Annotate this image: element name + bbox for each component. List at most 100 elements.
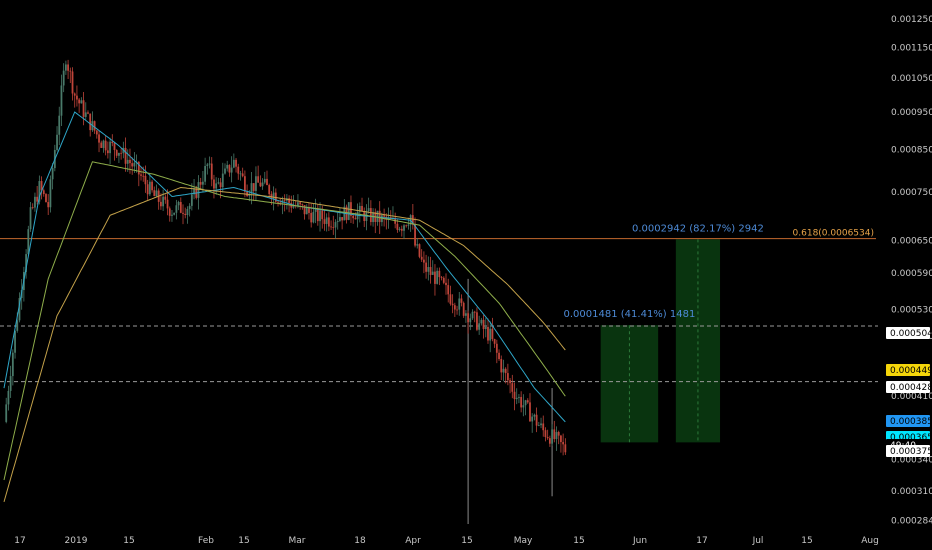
candle-body: [434, 271, 436, 284]
candle-body: [230, 167, 233, 173]
candle-body: [381, 215, 383, 223]
moving-average-line: [3, 186, 566, 503]
candle-body: [398, 228, 401, 230]
candle-body: [228, 164, 231, 173]
candle-body: [495, 343, 498, 353]
time-axis[interactable]: 17 2019 15 Feb 15 Mar 18 Apr 15 May 15 Jun 17 Jul 15 Au…: [14, 536, 879, 546]
x-tick-label: 17: [696, 536, 707, 546]
candle-body: [197, 182, 200, 198]
candle-body: [498, 352, 500, 360]
candle-body: [283, 200, 286, 202]
candle-body: [226, 164, 229, 169]
candle-body: [261, 182, 264, 187]
candle-body: [341, 217, 344, 221]
measure-label: 0.0001481 (41.41%) 1481: [564, 309, 696, 320]
candle-body: [418, 244, 421, 257]
candle-body: [160, 201, 162, 207]
candle-body: [142, 175, 145, 177]
candle-body: [431, 271, 434, 275]
x-tick-label: May: [514, 536, 533, 546]
candle-body: [202, 181, 204, 185]
candle-body: [51, 168, 54, 180]
candle-body: [224, 168, 226, 174]
candle-body: [555, 432, 558, 440]
candle-body: [56, 134, 58, 150]
candle-body: [131, 163, 134, 167]
candle-body: [369, 208, 372, 223]
x-tick-label: 15: [238, 536, 249, 546]
candle-body: [104, 140, 107, 151]
candle-body: [314, 208, 317, 212]
candle-body: [376, 210, 379, 222]
candle-body: [266, 178, 268, 186]
candle-body: [193, 188, 195, 195]
candle-body: [5, 404, 8, 422]
candle-body: [58, 115, 61, 135]
candle-body: [336, 220, 339, 223]
candle-body: [557, 432, 560, 436]
candle-body: [518, 396, 520, 398]
x-tick-label: Mar: [289, 536, 306, 546]
candle-body: [133, 162, 136, 167]
x-tick-label: 15: [461, 536, 472, 546]
candle-body: [118, 152, 120, 156]
candle-body: [206, 164, 209, 167]
candle-body: [111, 141, 114, 144]
candle-body: [49, 179, 52, 208]
candle-body: [330, 226, 332, 228]
candle-body: [155, 190, 158, 197]
candle-body: [451, 303, 454, 306]
candle-body: [367, 208, 370, 211]
x-tick-label: Jun: [632, 536, 647, 546]
candle-body: [288, 198, 290, 203]
candle-body: [239, 173, 242, 175]
price-axis-tag-text: 0.0005046: [890, 329, 932, 339]
candle-body: [562, 442, 565, 445]
candle-body: [427, 267, 430, 272]
candle-body: [126, 159, 129, 164]
candle-body: [449, 294, 452, 304]
candle-body: [299, 202, 302, 205]
x-tick-label: 18: [354, 536, 366, 546]
candle-body: [164, 196, 167, 200]
candle-body: [25, 254, 27, 273]
candle-body: [480, 319, 483, 324]
candle-body: [140, 174, 142, 176]
candle-body: [396, 223, 399, 230]
candle-body: [420, 256, 423, 260]
candle-body: [162, 196, 165, 207]
candle-body: [425, 262, 428, 272]
candle-body: [493, 339, 496, 344]
candle-body: [34, 196, 36, 208]
price-axis-tag: [886, 327, 930, 339]
candle-body: [476, 312, 478, 330]
candle-body: [511, 383, 514, 392]
candle-body: [109, 141, 111, 154]
candle-body: [144, 175, 147, 185]
candle-body: [106, 150, 109, 154]
candle-body: [464, 313, 467, 316]
candle-body: [447, 285, 450, 295]
candle-body: [27, 229, 30, 255]
candle-body: [531, 416, 534, 422]
candle-body: [491, 328, 494, 340]
candle-body: [445, 282, 447, 286]
candle-body: [235, 159, 237, 167]
price-axis-tag: [886, 364, 930, 376]
candle-body: [467, 313, 469, 323]
candle-body: [14, 330, 16, 353]
candle-body: [352, 215, 355, 219]
candle-body: [297, 202, 299, 206]
candle-body: [509, 380, 511, 384]
candle-body: [210, 163, 213, 180]
candle-body: [60, 85, 63, 116]
candle-body: [325, 217, 328, 224]
x-tick-label: 15: [801, 536, 812, 546]
candle-body: [473, 311, 476, 313]
candle-body: [40, 181, 43, 191]
